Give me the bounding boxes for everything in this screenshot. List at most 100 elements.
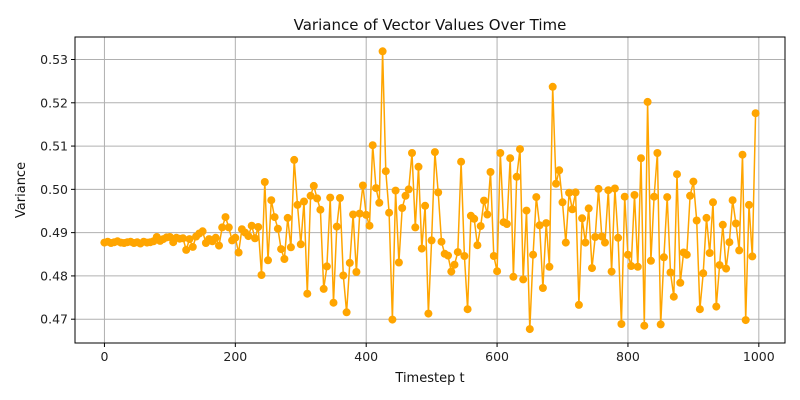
data-point: [290, 155, 299, 164]
data-point: [182, 245, 191, 254]
chart-title: Variance of Vector Values Over Time: [294, 16, 567, 34]
data-point: [306, 191, 315, 200]
data-point: [509, 272, 518, 281]
data-point: [444, 251, 452, 260]
data-point: [709, 198, 717, 207]
data-point: [529, 250, 538, 259]
data-point: [558, 198, 567, 207]
data-point: [682, 250, 691, 259]
data-point: [476, 222, 485, 231]
y-axis-title: Variance: [14, 162, 29, 218]
data-point: [303, 289, 312, 298]
data-point: [404, 185, 413, 194]
data-point: [316, 205, 325, 214]
data-point: [689, 177, 698, 186]
data-point: [545, 262, 554, 271]
data-point: [659, 253, 668, 262]
data-point: [574, 300, 583, 309]
data-point: [745, 200, 753, 209]
data-point: [179, 234, 187, 243]
data-point: [751, 109, 760, 118]
data-point: [535, 221, 544, 230]
data-point: [430, 148, 439, 157]
x-tick-label: 800: [616, 349, 640, 364]
data-point: [725, 238, 734, 247]
data-point: [673, 170, 681, 179]
data-point: [378, 47, 387, 56]
x-tick-label: 1000: [743, 349, 775, 364]
data-point: [525, 325, 534, 334]
data-point: [578, 214, 587, 223]
data-point: [686, 191, 695, 200]
data-point: [548, 82, 557, 91]
data-point: [322, 262, 331, 271]
data-point: [555, 166, 564, 175]
data-point: [506, 154, 515, 163]
data-point: [588, 264, 596, 273]
data-point: [463, 305, 472, 314]
data-point: [604, 186, 613, 195]
data-point: [457, 157, 466, 166]
data-point: [731, 219, 740, 228]
data-point: [414, 162, 423, 171]
data-point: [640, 321, 649, 330]
data-point: [695, 305, 704, 314]
data-point: [188, 242, 197, 251]
data-point: [277, 245, 286, 254]
data-point: [741, 316, 750, 325]
data-point: [581, 238, 590, 247]
data-point: [401, 191, 410, 200]
x-tick-label: 600: [485, 349, 509, 364]
data-point: [398, 204, 407, 212]
data-point: [336, 194, 344, 202]
y-tick-label: 0.48: [40, 268, 68, 283]
data-point: [601, 238, 609, 247]
data-point: [692, 216, 701, 225]
data-point: [591, 233, 600, 241]
y-tick-label: 0.53: [40, 52, 68, 67]
data-point: [329, 298, 338, 307]
data-point: [267, 196, 276, 205]
data-point: [286, 243, 295, 252]
data-point: [748, 252, 757, 261]
data-point: [300, 197, 308, 206]
data-point: [362, 210, 371, 219]
data-point: [584, 204, 593, 213]
data-point: [460, 252, 469, 260]
grid-lines: [75, 37, 785, 343]
data-point: [735, 246, 744, 255]
data-point: [381, 167, 390, 176]
data-point: [627, 262, 636, 270]
data-point: [394, 258, 403, 267]
data-point: [486, 168, 495, 176]
data-point: [296, 240, 305, 249]
data-point: [385, 208, 394, 217]
data-point: [705, 249, 714, 257]
series-markers-group: [100, 47, 760, 334]
data-point: [417, 244, 426, 253]
data-point: [427, 236, 436, 245]
y-tick-label: 0.51: [40, 139, 68, 154]
data-point: [607, 267, 616, 276]
data-point: [610, 184, 619, 193]
data-point: [231, 233, 240, 242]
data-point: [411, 223, 420, 232]
x-axis-ticks: 0 200 400 600 800 1000: [100, 343, 775, 364]
data-point: [663, 193, 672, 202]
data-point: [332, 222, 341, 231]
data-point: [728, 196, 737, 205]
data-point: [391, 186, 400, 195]
data-point: [358, 181, 367, 190]
data-point: [516, 145, 524, 154]
data-point: [653, 149, 662, 157]
data-point: [309, 181, 318, 190]
data-point: [512, 172, 521, 181]
data-point: [365, 221, 374, 230]
data-point: [408, 149, 416, 157]
data-point: [345, 258, 354, 267]
data-point: [185, 235, 194, 244]
data-point: [571, 188, 580, 197]
data-point: [597, 232, 606, 241]
data-point: [637, 154, 645, 163]
